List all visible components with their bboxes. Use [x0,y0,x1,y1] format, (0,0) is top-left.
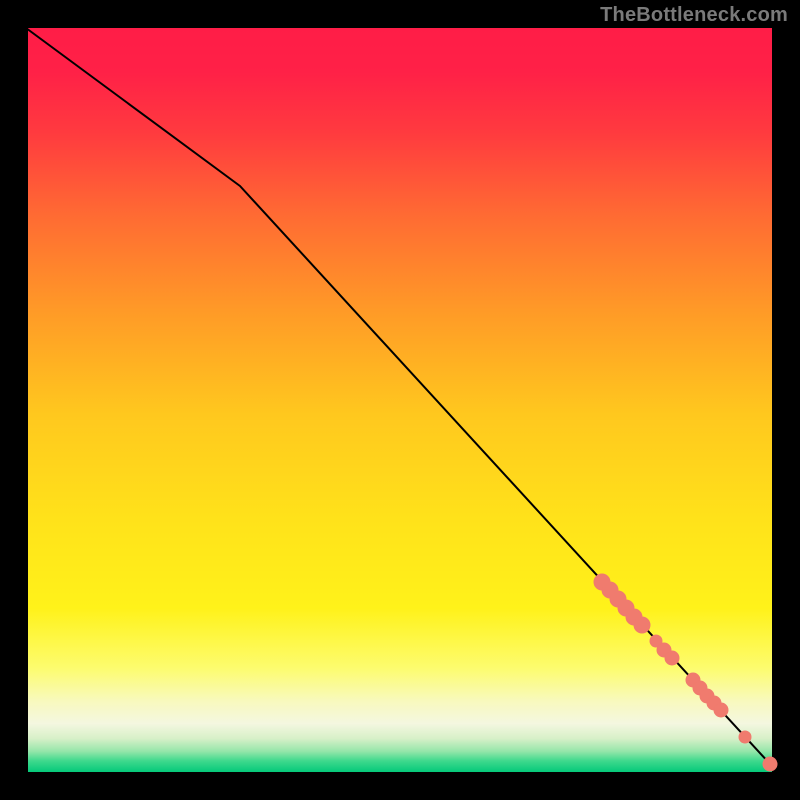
chart-point [739,731,751,743]
watermark-text: TheBottleneck.com [600,4,788,27]
chart-point [665,651,679,665]
chart-gradient-panel [28,28,772,772]
chart-point [714,703,728,717]
chart-point [634,617,650,633]
chart-stage: TheBottleneck.com [0,0,800,800]
chart-point [763,757,777,771]
chart-svg [0,0,800,800]
